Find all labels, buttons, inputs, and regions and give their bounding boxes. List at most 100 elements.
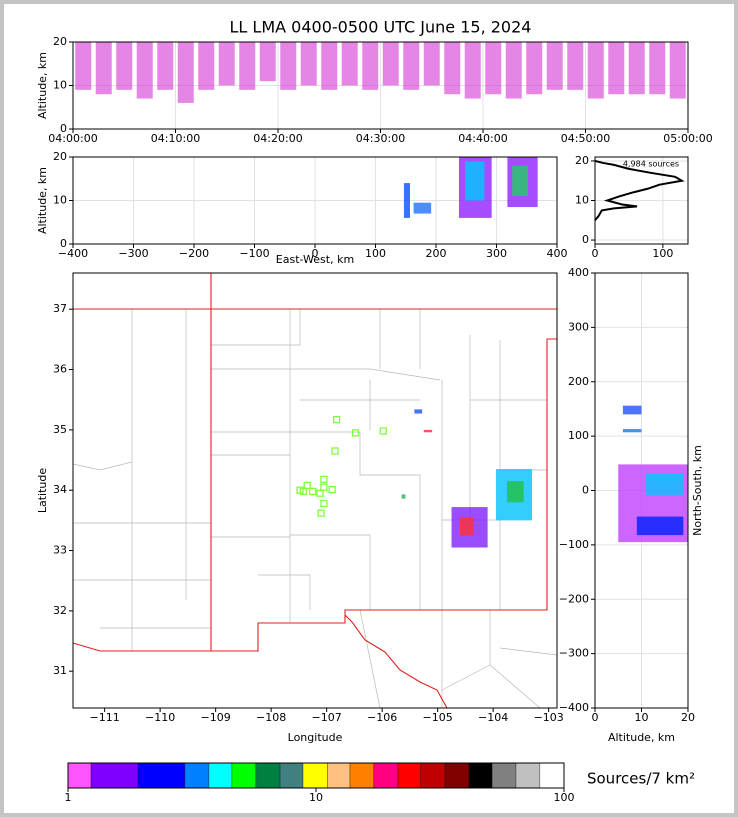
source-range — [341, 42, 358, 86]
y-axis-label: North-South, km — [691, 445, 704, 536]
colorbar-segment — [373, 763, 398, 788]
colorbar-segment — [420, 763, 445, 788]
station — [320, 499, 328, 508]
source-range — [218, 42, 235, 86]
y-tick-label: −400 — [559, 701, 589, 714]
y-tick-label: 300 — [568, 320, 589, 333]
station — [320, 475, 328, 483]
source-cluster — [403, 183, 410, 218]
colorbar-segment — [255, 763, 281, 788]
y-tick-label: 100 — [568, 429, 589, 442]
y-tick-label: 20 — [575, 154, 589, 167]
source-range — [75, 42, 92, 90]
source-range — [608, 42, 625, 95]
y-tick-label: −300 — [559, 647, 589, 660]
colorbar-segment — [208, 763, 232, 788]
y-tick-label: 31 — [53, 664, 67, 677]
source-range — [526, 42, 543, 95]
y-axis-label: Latitude — [36, 468, 49, 514]
source-cluster — [507, 481, 524, 503]
x-tick-label: 400 — [547, 247, 568, 260]
colorbar-segment — [469, 763, 493, 788]
x-tick-label: −106 — [367, 711, 397, 724]
x-tick-label: −400 — [58, 247, 88, 260]
colorbar-segment — [137, 763, 185, 788]
colorbar-segment — [444, 763, 470, 788]
altitude-histogram — [594, 159, 685, 221]
source-range — [239, 42, 256, 90]
station — [296, 486, 304, 494]
source-range — [485, 42, 502, 95]
source-range — [321, 42, 338, 90]
source-range — [546, 42, 563, 90]
y-axis-label: Altitude, km — [36, 167, 49, 234]
x-tick-label: 04:30:00 — [356, 132, 405, 145]
station — [328, 485, 336, 494]
x-tick-label: 300 — [486, 247, 507, 260]
x-tick-label: −300 — [118, 247, 148, 260]
x-tick-label: −200 — [179, 247, 209, 260]
x-tick-label: 04:40:00 — [458, 132, 507, 145]
source-range — [628, 42, 645, 95]
source-range — [587, 42, 604, 99]
y-tick-label: 37 — [53, 302, 67, 315]
chart-title: LL LMA 0400-0500 UTC June 15, 2024 — [230, 18, 532, 37]
x-tick-label: −100 — [239, 247, 269, 260]
source-range — [403, 42, 420, 90]
source-range — [157, 42, 174, 90]
source-range — [280, 42, 297, 90]
source-range — [300, 42, 317, 86]
x-tick-label: 1 — [65, 791, 72, 804]
y-tick-label: 10 — [53, 79, 67, 92]
source-range — [198, 42, 215, 90]
y-tick-label: −100 — [559, 538, 589, 551]
source-range — [649, 42, 666, 95]
x-tick-label: 05:00:00 — [663, 132, 712, 145]
y-tick-label: 10 — [53, 194, 67, 207]
annotation: 4,984 sources — [623, 160, 679, 169]
x-tick-label: 0 — [592, 711, 599, 724]
y-tick-label: 32 — [53, 604, 67, 617]
y-tick-label: 35 — [53, 423, 67, 436]
colorbar-segment — [397, 763, 421, 788]
source-range — [362, 42, 379, 90]
source-range — [423, 42, 440, 86]
x-tick-label: 04:00:00 — [48, 132, 97, 145]
y-tick-label: 34 — [53, 483, 67, 496]
y-tick-label: 20 — [53, 35, 67, 48]
x-tick-label: −105 — [423, 711, 453, 724]
station — [317, 509, 325, 517]
x-tick-label: 0 — [312, 247, 319, 260]
source-range — [464, 42, 481, 99]
x-tick-label: 04:20:00 — [253, 132, 302, 145]
source-range — [567, 42, 584, 90]
source-cluster — [646, 473, 684, 495]
source-range — [95, 42, 112, 95]
x-tick-label: 100 — [652, 247, 673, 260]
source-range — [116, 42, 133, 90]
source-cluster — [423, 429, 433, 433]
x-tick-label: 10 — [309, 791, 323, 804]
x-axis-label: Longitude — [288, 731, 343, 744]
y-tick-label: 0 — [582, 484, 589, 497]
y-tick-label: 36 — [53, 363, 67, 376]
colorbar-segment — [539, 763, 564, 788]
source-range — [444, 42, 461, 95]
colorbar-segment — [492, 763, 516, 788]
station — [331, 447, 339, 455]
station — [351, 429, 360, 437]
y-tick-label: 200 — [568, 375, 589, 388]
x-tick-label: −110 — [145, 711, 175, 724]
source-cluster — [401, 494, 406, 499]
colorbar-segment — [68, 763, 91, 788]
station — [316, 489, 324, 497]
source-range — [136, 42, 153, 99]
colorbar-segment — [349, 763, 374, 788]
station — [332, 415, 341, 424]
y-tick-label: 0 — [60, 237, 67, 250]
source-cluster — [413, 202, 432, 214]
source-cluster — [636, 516, 684, 536]
source-range — [259, 42, 276, 82]
source-cluster — [512, 165, 528, 197]
